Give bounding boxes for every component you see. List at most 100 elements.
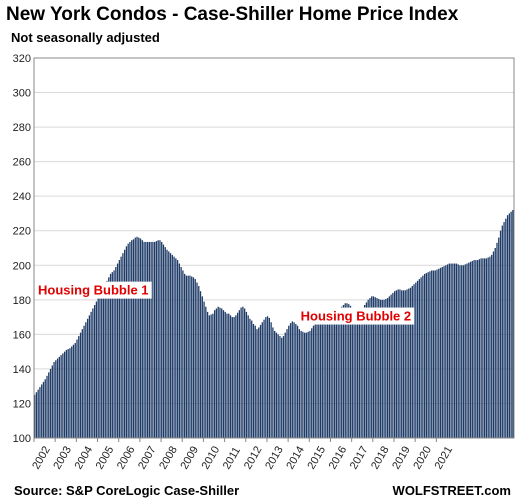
bar bbox=[240, 307, 242, 438]
bar bbox=[300, 330, 302, 438]
bar bbox=[185, 275, 188, 438]
bar bbox=[203, 301, 205, 438]
chart-subtitle: Not seasonally adjusted bbox=[11, 30, 160, 45]
bar bbox=[99, 294, 101, 438]
bar bbox=[282, 336, 285, 438]
bar bbox=[171, 254, 173, 438]
bar bbox=[224, 311, 226, 438]
bar bbox=[138, 237, 140, 438]
bar bbox=[436, 269, 438, 438]
bar bbox=[381, 299, 383, 438]
bar bbox=[268, 317, 271, 438]
y-tick-label: 180 bbox=[13, 295, 31, 307]
bar bbox=[432, 270, 435, 438]
bar bbox=[102, 287, 105, 438]
bar bbox=[176, 260, 179, 438]
bar bbox=[413, 284, 415, 438]
bar bbox=[429, 271, 431, 438]
bar bbox=[198, 286, 200, 438]
bar bbox=[371, 296, 373, 438]
bar bbox=[274, 330, 276, 438]
bar bbox=[399, 289, 401, 438]
bar bbox=[351, 307, 353, 438]
bar bbox=[101, 291, 103, 438]
bar bbox=[124, 249, 126, 438]
bar bbox=[39, 387, 41, 438]
bar bbox=[219, 307, 221, 438]
chart-title: New York Condos - Case-Shiller Home Pric… bbox=[6, 4, 459, 25]
bar bbox=[221, 308, 223, 438]
x-tick-label: 2015 bbox=[305, 444, 328, 471]
y-tick-label: 240 bbox=[13, 191, 31, 203]
bar bbox=[376, 298, 378, 438]
x-tick-label: 2016 bbox=[327, 444, 350, 471]
x-tick-label: 2013 bbox=[263, 444, 286, 471]
bar bbox=[182, 270, 184, 438]
bar bbox=[296, 325, 299, 438]
bar bbox=[64, 351, 66, 438]
bar bbox=[489, 256, 491, 438]
x-tick-label: 2010 bbox=[200, 444, 223, 471]
bar bbox=[319, 313, 322, 438]
bar bbox=[485, 258, 488, 438]
bar bbox=[491, 254, 493, 438]
bar bbox=[411, 286, 413, 438]
bar bbox=[173, 256, 175, 438]
bar bbox=[498, 237, 500, 438]
bar bbox=[226, 313, 228, 438]
bar bbox=[450, 263, 452, 438]
y-tick-label: 140 bbox=[13, 364, 31, 376]
bar bbox=[252, 324, 255, 438]
bar bbox=[214, 310, 216, 438]
x-tick-label: 2011 bbox=[221, 445, 243, 471]
x-tick-label: 2009 bbox=[178, 444, 201, 471]
bar bbox=[482, 258, 484, 438]
bar bbox=[49, 368, 52, 438]
bar bbox=[145, 241, 147, 438]
bar bbox=[330, 313, 332, 438]
bar bbox=[369, 298, 371, 438]
bar bbox=[293, 322, 295, 438]
bar bbox=[229, 315, 232, 438]
bar bbox=[162, 244, 165, 438]
bar bbox=[302, 331, 304, 438]
bar bbox=[109, 273, 112, 438]
bar bbox=[79, 332, 82, 438]
bar bbox=[251, 320, 253, 438]
bar bbox=[323, 311, 325, 438]
bar bbox=[445, 265, 447, 438]
bar bbox=[233, 317, 235, 438]
bar bbox=[408, 288, 410, 438]
bar bbox=[35, 392, 38, 438]
bar bbox=[206, 311, 209, 438]
bar bbox=[372, 296, 375, 438]
bar bbox=[395, 290, 398, 438]
bar bbox=[242, 306, 244, 438]
bar bbox=[141, 240, 143, 438]
bar bbox=[166, 249, 168, 438]
bar bbox=[272, 327, 274, 438]
bar bbox=[339, 308, 341, 438]
bar bbox=[106, 280, 108, 438]
bar bbox=[311, 328, 313, 438]
bar bbox=[344, 303, 346, 438]
bar bbox=[494, 248, 496, 438]
bar bbox=[210, 314, 212, 438]
bar bbox=[180, 267, 182, 438]
bar bbox=[184, 273, 186, 438]
bar bbox=[270, 322, 272, 438]
source-note: Source: S&P CoreLogic Case-Shiller bbox=[14, 483, 240, 498]
x-tick-label: 2005 bbox=[94, 444, 117, 471]
bar bbox=[94, 305, 96, 438]
x-tick-label: 2002 bbox=[30, 444, 53, 471]
bar bbox=[484, 258, 486, 438]
bar bbox=[192, 277, 195, 438]
bar bbox=[74, 343, 76, 438]
bar bbox=[67, 349, 69, 438]
bar bbox=[334, 313, 336, 438]
bar bbox=[397, 289, 399, 438]
bar bbox=[275, 332, 278, 438]
bar bbox=[217, 306, 219, 438]
bar bbox=[295, 324, 297, 438]
bar bbox=[316, 317, 318, 438]
